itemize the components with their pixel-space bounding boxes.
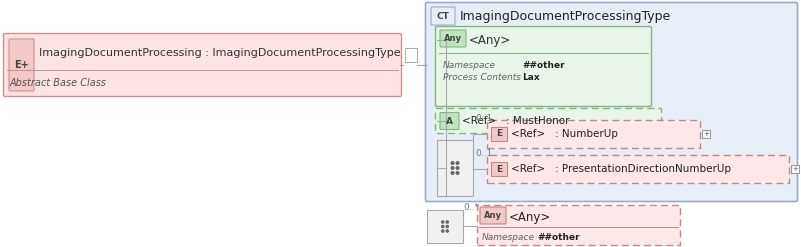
FancyBboxPatch shape	[3, 34, 401, 97]
Text: Lax: Lax	[522, 73, 540, 82]
Text: <Ref>   : MustHonor: <Ref> : MustHonor	[462, 116, 570, 126]
Text: <Ref>   : NumberUp: <Ref> : NumberUp	[511, 129, 618, 139]
FancyBboxPatch shape	[431, 7, 455, 25]
Text: CT: CT	[437, 12, 449, 21]
Circle shape	[450, 171, 454, 175]
Circle shape	[456, 161, 460, 165]
FancyBboxPatch shape	[491, 127, 507, 141]
Text: <Any>: <Any>	[469, 34, 511, 46]
FancyBboxPatch shape	[427, 210, 463, 243]
Text: <Ref>   : PresentationDirectionNumberUp: <Ref> : PresentationDirectionNumberUp	[511, 164, 731, 174]
Text: +: +	[703, 131, 709, 137]
FancyBboxPatch shape	[437, 140, 473, 196]
FancyBboxPatch shape	[9, 39, 34, 91]
Text: ImagingDocumentProcessingType: ImagingDocumentProcessingType	[460, 9, 671, 22]
FancyBboxPatch shape	[791, 165, 799, 173]
Text: +: +	[792, 166, 798, 172]
Text: <Any>: <Any>	[509, 210, 551, 224]
FancyBboxPatch shape	[491, 162, 507, 176]
Text: Namespace: Namespace	[482, 232, 535, 242]
Text: Process Contents: Process Contents	[443, 73, 521, 82]
FancyBboxPatch shape	[440, 30, 466, 47]
Text: 0..1: 0..1	[475, 148, 493, 158]
Text: Any: Any	[444, 34, 462, 43]
FancyBboxPatch shape	[477, 205, 680, 245]
FancyBboxPatch shape	[702, 130, 710, 138]
Text: ImagingDocumentProcessing : ImagingDocumentProcessingType: ImagingDocumentProcessing : ImagingDocum…	[39, 47, 401, 58]
Circle shape	[441, 225, 445, 228]
Circle shape	[441, 229, 445, 233]
Text: 0..*: 0..*	[463, 204, 479, 212]
Text: ##other: ##other	[522, 61, 565, 69]
FancyBboxPatch shape	[425, 2, 798, 202]
Text: Namespace: Namespace	[443, 61, 496, 69]
Circle shape	[456, 166, 460, 170]
Text: Any: Any	[484, 211, 502, 220]
FancyBboxPatch shape	[440, 112, 459, 129]
Circle shape	[441, 220, 445, 224]
Circle shape	[445, 229, 449, 233]
FancyBboxPatch shape	[487, 120, 700, 148]
Text: A: A	[446, 117, 453, 125]
Text: Abstract Base Class: Abstract Base Class	[10, 78, 107, 87]
Circle shape	[456, 171, 460, 175]
Text: E: E	[496, 129, 502, 139]
Circle shape	[450, 166, 454, 170]
Text: 0..1: 0..1	[475, 114, 493, 123]
Text: ##other: ##other	[537, 232, 580, 242]
Text: E: E	[496, 165, 502, 173]
Circle shape	[445, 220, 449, 224]
Circle shape	[445, 225, 449, 228]
FancyBboxPatch shape	[405, 48, 417, 62]
Text: E+: E+	[14, 60, 29, 70]
FancyBboxPatch shape	[436, 108, 662, 133]
FancyBboxPatch shape	[480, 207, 506, 224]
FancyBboxPatch shape	[487, 155, 789, 183]
FancyBboxPatch shape	[436, 26, 651, 106]
Circle shape	[450, 161, 454, 165]
